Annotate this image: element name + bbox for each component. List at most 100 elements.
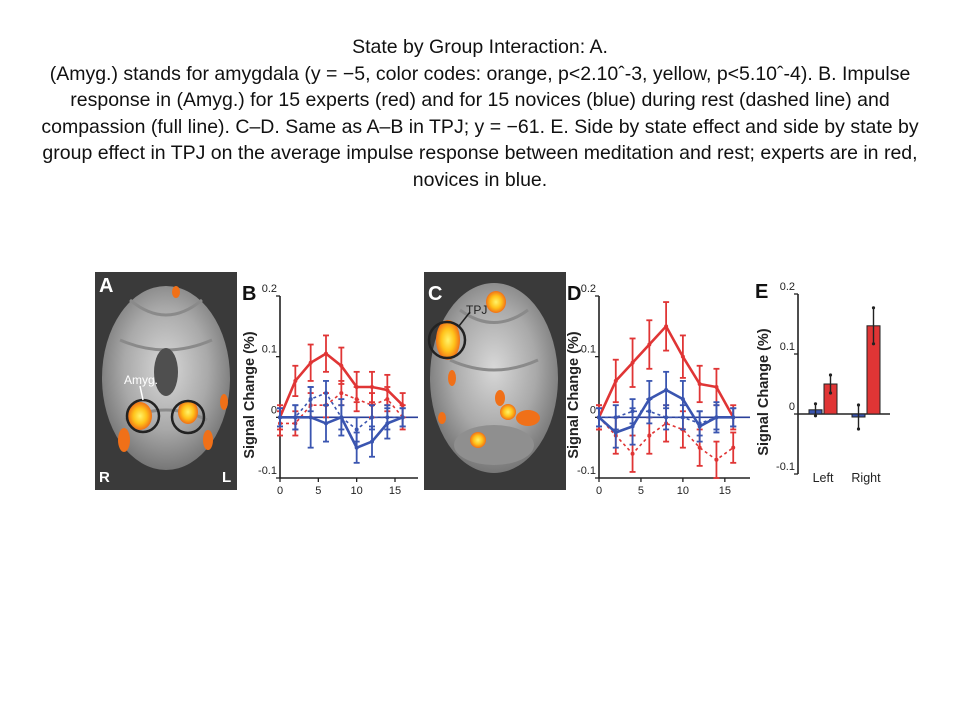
data-point	[308, 397, 313, 402]
activation-blob	[438, 412, 446, 424]
data-point	[680, 354, 685, 359]
category-label: Left	[813, 471, 834, 485]
activation-blob	[516, 410, 540, 426]
x-tick-label: 15	[389, 485, 401, 497]
caption-body: (Amyg.) stands for amygdala (y = −5, col…	[41, 62, 919, 191]
y-tick-label: 0	[271, 404, 277, 416]
data-point	[339, 363, 344, 368]
y-tick-label: -0.1	[776, 461, 795, 473]
y-axis-label: Signal Change (%)	[242, 331, 258, 458]
error-bar-cap	[856, 427, 861, 431]
activation-blob	[128, 402, 152, 430]
data-point	[630, 409, 635, 414]
data-point	[613, 430, 618, 435]
data-point	[293, 378, 298, 383]
data-point	[697, 421, 702, 426]
data-point	[630, 451, 635, 456]
data-point	[370, 439, 374, 444]
x-tick-label: 10	[351, 485, 363, 497]
brain-a-ventricle	[154, 348, 178, 396]
error-bar-cap	[813, 402, 818, 406]
data-point	[370, 385, 374, 389]
x-tick-label: 0	[596, 485, 602, 497]
activation-blob	[203, 430, 213, 450]
data-point	[630, 360, 635, 365]
series-line-experts-rest	[598, 416, 734, 461]
panel-letter-a: A	[99, 275, 113, 297]
activation-blob	[470, 432, 486, 448]
y-tick-label: 0.2	[581, 283, 596, 295]
y-tick-label: -0.1	[577, 465, 596, 477]
data-point	[714, 457, 719, 462]
data-point	[278, 415, 282, 420]
data-point	[324, 421, 328, 426]
series-line-novices-rest	[599, 410, 734, 425]
error-bar-cap	[828, 391, 833, 395]
error-bar-cap	[856, 403, 861, 407]
panel-letter-e: E	[755, 281, 768, 303]
data-point	[354, 445, 359, 450]
figure-caption: State by Group Interaction: A. (Amyg.) s…	[40, 34, 920, 193]
roi-circle-right	[170, 399, 206, 435]
data-point	[664, 388, 669, 393]
y-tick-label: 0.2	[262, 283, 277, 295]
activation-blob	[500, 404, 516, 420]
roi-pointer	[139, 385, 144, 401]
y-tick-label: 0.1	[262, 344, 277, 356]
y-tick-label: 0	[789, 401, 795, 413]
roi-label-tpj: TPJ	[466, 303, 487, 317]
activation-blob	[178, 400, 198, 424]
data-point	[664, 324, 669, 329]
panel-letter-c: C	[428, 283, 442, 305]
data-point	[385, 397, 390, 402]
activation-blob	[436, 320, 460, 360]
x-tick-label: 5	[638, 485, 644, 497]
panel-a-brain-slice: Amyg. A R L	[95, 272, 237, 490]
brain-c-sulci	[449, 308, 539, 372]
data-point	[324, 351, 328, 356]
roi-label-amyg: Amyg.	[124, 373, 158, 387]
panel-e-bar-chart: E 0.2 0.1 0 -0.1 Signal Change (%) Left Right	[755, 281, 890, 485]
data-point	[324, 391, 328, 396]
activation-blob	[486, 291, 506, 313]
data-point	[354, 397, 359, 402]
x-tick-label: 0	[277, 485, 283, 497]
data-point	[385, 415, 390, 420]
activation-blob	[220, 394, 228, 410]
error-bar-cap	[871, 306, 876, 310]
error-bar-cap	[813, 414, 818, 418]
y-tick-label: 0.1	[581, 344, 596, 356]
panel-letter-d: D	[567, 283, 581, 305]
data-point	[339, 391, 344, 396]
data-point	[647, 433, 652, 438]
data-point	[697, 381, 702, 386]
panel-c-brain-slice: TPJ C	[424, 272, 566, 490]
activation-blob	[172, 286, 180, 298]
x-tick-label: 15	[719, 485, 731, 497]
activation-blob	[495, 390, 505, 406]
data-point	[664, 415, 669, 420]
data-point	[308, 360, 313, 365]
data-point	[597, 415, 601, 420]
data-point	[697, 445, 702, 450]
x-tick-label: 5	[315, 485, 321, 497]
data-point	[613, 378, 618, 383]
side-marker-l: L	[222, 469, 231, 486]
x-tick-label: 10	[677, 485, 689, 497]
data-point	[647, 342, 652, 347]
activation-blob	[448, 370, 456, 386]
activation-blob	[118, 428, 130, 452]
side-marker-r: R	[99, 469, 110, 486]
data-point	[370, 415, 374, 420]
y-tick-label: -0.1	[258, 465, 277, 477]
data-point	[308, 415, 313, 420]
data-point	[731, 445, 736, 450]
data-point	[647, 409, 652, 414]
caption-title: State by Group Interaction: A.	[352, 36, 608, 58]
data-point	[293, 415, 298, 420]
data-point	[714, 385, 719, 389]
data-point	[680, 415, 685, 420]
